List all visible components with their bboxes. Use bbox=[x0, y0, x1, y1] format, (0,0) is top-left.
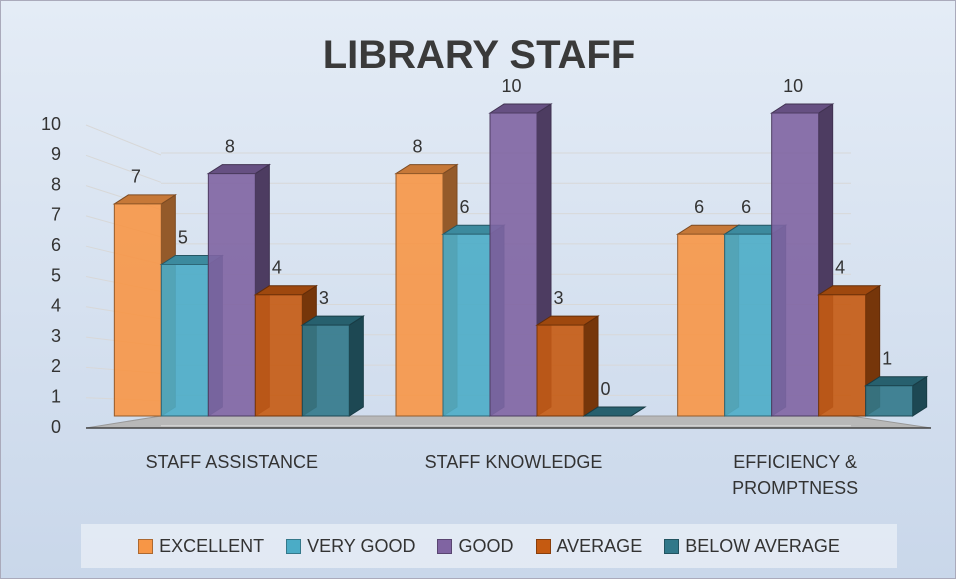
bar-front bbox=[160, 264, 209, 417]
data-label: 8 bbox=[412, 136, 422, 156]
legend-swatch bbox=[437, 538, 453, 554]
bar-front bbox=[677, 233, 726, 417]
y-tick-label: 6 bbox=[51, 235, 61, 255]
bar-top bbox=[582, 406, 647, 417]
data-label: 5 bbox=[178, 227, 188, 247]
y-tick-label: 9 bbox=[51, 144, 61, 164]
data-label: 4 bbox=[272, 258, 282, 278]
data-label: 10 bbox=[783, 76, 803, 96]
x-tick-label: EFFICIENCY & PROMPTNESS bbox=[732, 452, 859, 498]
data-label: 3 bbox=[553, 288, 563, 308]
bar-front bbox=[442, 233, 491, 417]
bar bbox=[535, 315, 600, 417]
y-tick-label: 2 bbox=[51, 356, 61, 376]
bar-front bbox=[724, 233, 773, 417]
bar bbox=[206, 163, 272, 417]
y-tick-label: 1 bbox=[51, 386, 61, 406]
data-label: 8 bbox=[225, 136, 235, 156]
bar-side bbox=[348, 315, 364, 417]
bar bbox=[300, 315, 366, 417]
legend: EXCELLENT VERY GOOD GOOD AVERAGE BELOW AVERA… bbox=[81, 524, 897, 568]
y-tick-label: 8 bbox=[51, 174, 61, 194]
bar-front bbox=[113, 203, 162, 417]
data-label: 10 bbox=[501, 76, 521, 96]
legend-label: BELOW AVERAGE bbox=[685, 535, 840, 556]
y-tick-label: 10 bbox=[41, 114, 61, 134]
data-label: 6 bbox=[459, 197, 469, 217]
legend-item: VERY GOOD bbox=[286, 536, 415, 557]
bar bbox=[112, 193, 178, 417]
legend-swatch bbox=[138, 538, 154, 554]
legend-label: AVERAGE bbox=[556, 535, 643, 556]
legend-item: EXCELLENT bbox=[138, 536, 264, 557]
data-label: 1 bbox=[882, 348, 892, 368]
bar-front bbox=[536, 324, 585, 417]
legend-label: EXCELLENT bbox=[159, 535, 265, 556]
bar-front bbox=[207, 173, 256, 417]
bar bbox=[863, 375, 929, 417]
legend-item: AVERAGE bbox=[535, 535, 643, 557]
data-label: 6 bbox=[694, 197, 704, 217]
legend-swatch bbox=[286, 538, 302, 554]
y-tick-label: 7 bbox=[51, 205, 61, 225]
bar-front bbox=[254, 294, 303, 417]
grid-line bbox=[85, 154, 162, 183]
bar bbox=[582, 406, 647, 417]
y-tick-label: 4 bbox=[51, 296, 61, 316]
chart-title: LIBRARY STAFF bbox=[322, 33, 636, 77]
legend-item: BELOW AVERAGE bbox=[664, 536, 840, 557]
data-label: 4 bbox=[835, 258, 845, 278]
bar-front bbox=[395, 173, 444, 417]
y-tick-label: 5 bbox=[51, 265, 61, 285]
grid-line bbox=[85, 124, 162, 156]
bar-front bbox=[865, 385, 914, 417]
x-tick-label: STAFF ASSISTANCE bbox=[145, 452, 319, 472]
bar-front bbox=[489, 112, 538, 417]
bar-side bbox=[583, 315, 599, 417]
bar-front bbox=[771, 112, 820, 417]
legend-label: GOOD bbox=[458, 535, 514, 556]
bar-front bbox=[818, 294, 867, 417]
legend-swatch bbox=[535, 538, 551, 554]
data-label: 7 bbox=[131, 167, 141, 187]
y-tick-label: 0 bbox=[51, 417, 61, 437]
data-label: 3 bbox=[319, 288, 329, 308]
y-tick-label: 3 bbox=[51, 326, 61, 346]
bar-front bbox=[301, 324, 350, 417]
data-label: 0 bbox=[600, 379, 610, 399]
data-label: 6 bbox=[741, 197, 751, 217]
x-tick-label: STAFF KNOWLEDGE bbox=[424, 452, 603, 472]
legend-swatch bbox=[664, 538, 680, 554]
legend-item: GOOD bbox=[437, 535, 514, 557]
legend-label: VERY GOOD bbox=[307, 535, 416, 556]
